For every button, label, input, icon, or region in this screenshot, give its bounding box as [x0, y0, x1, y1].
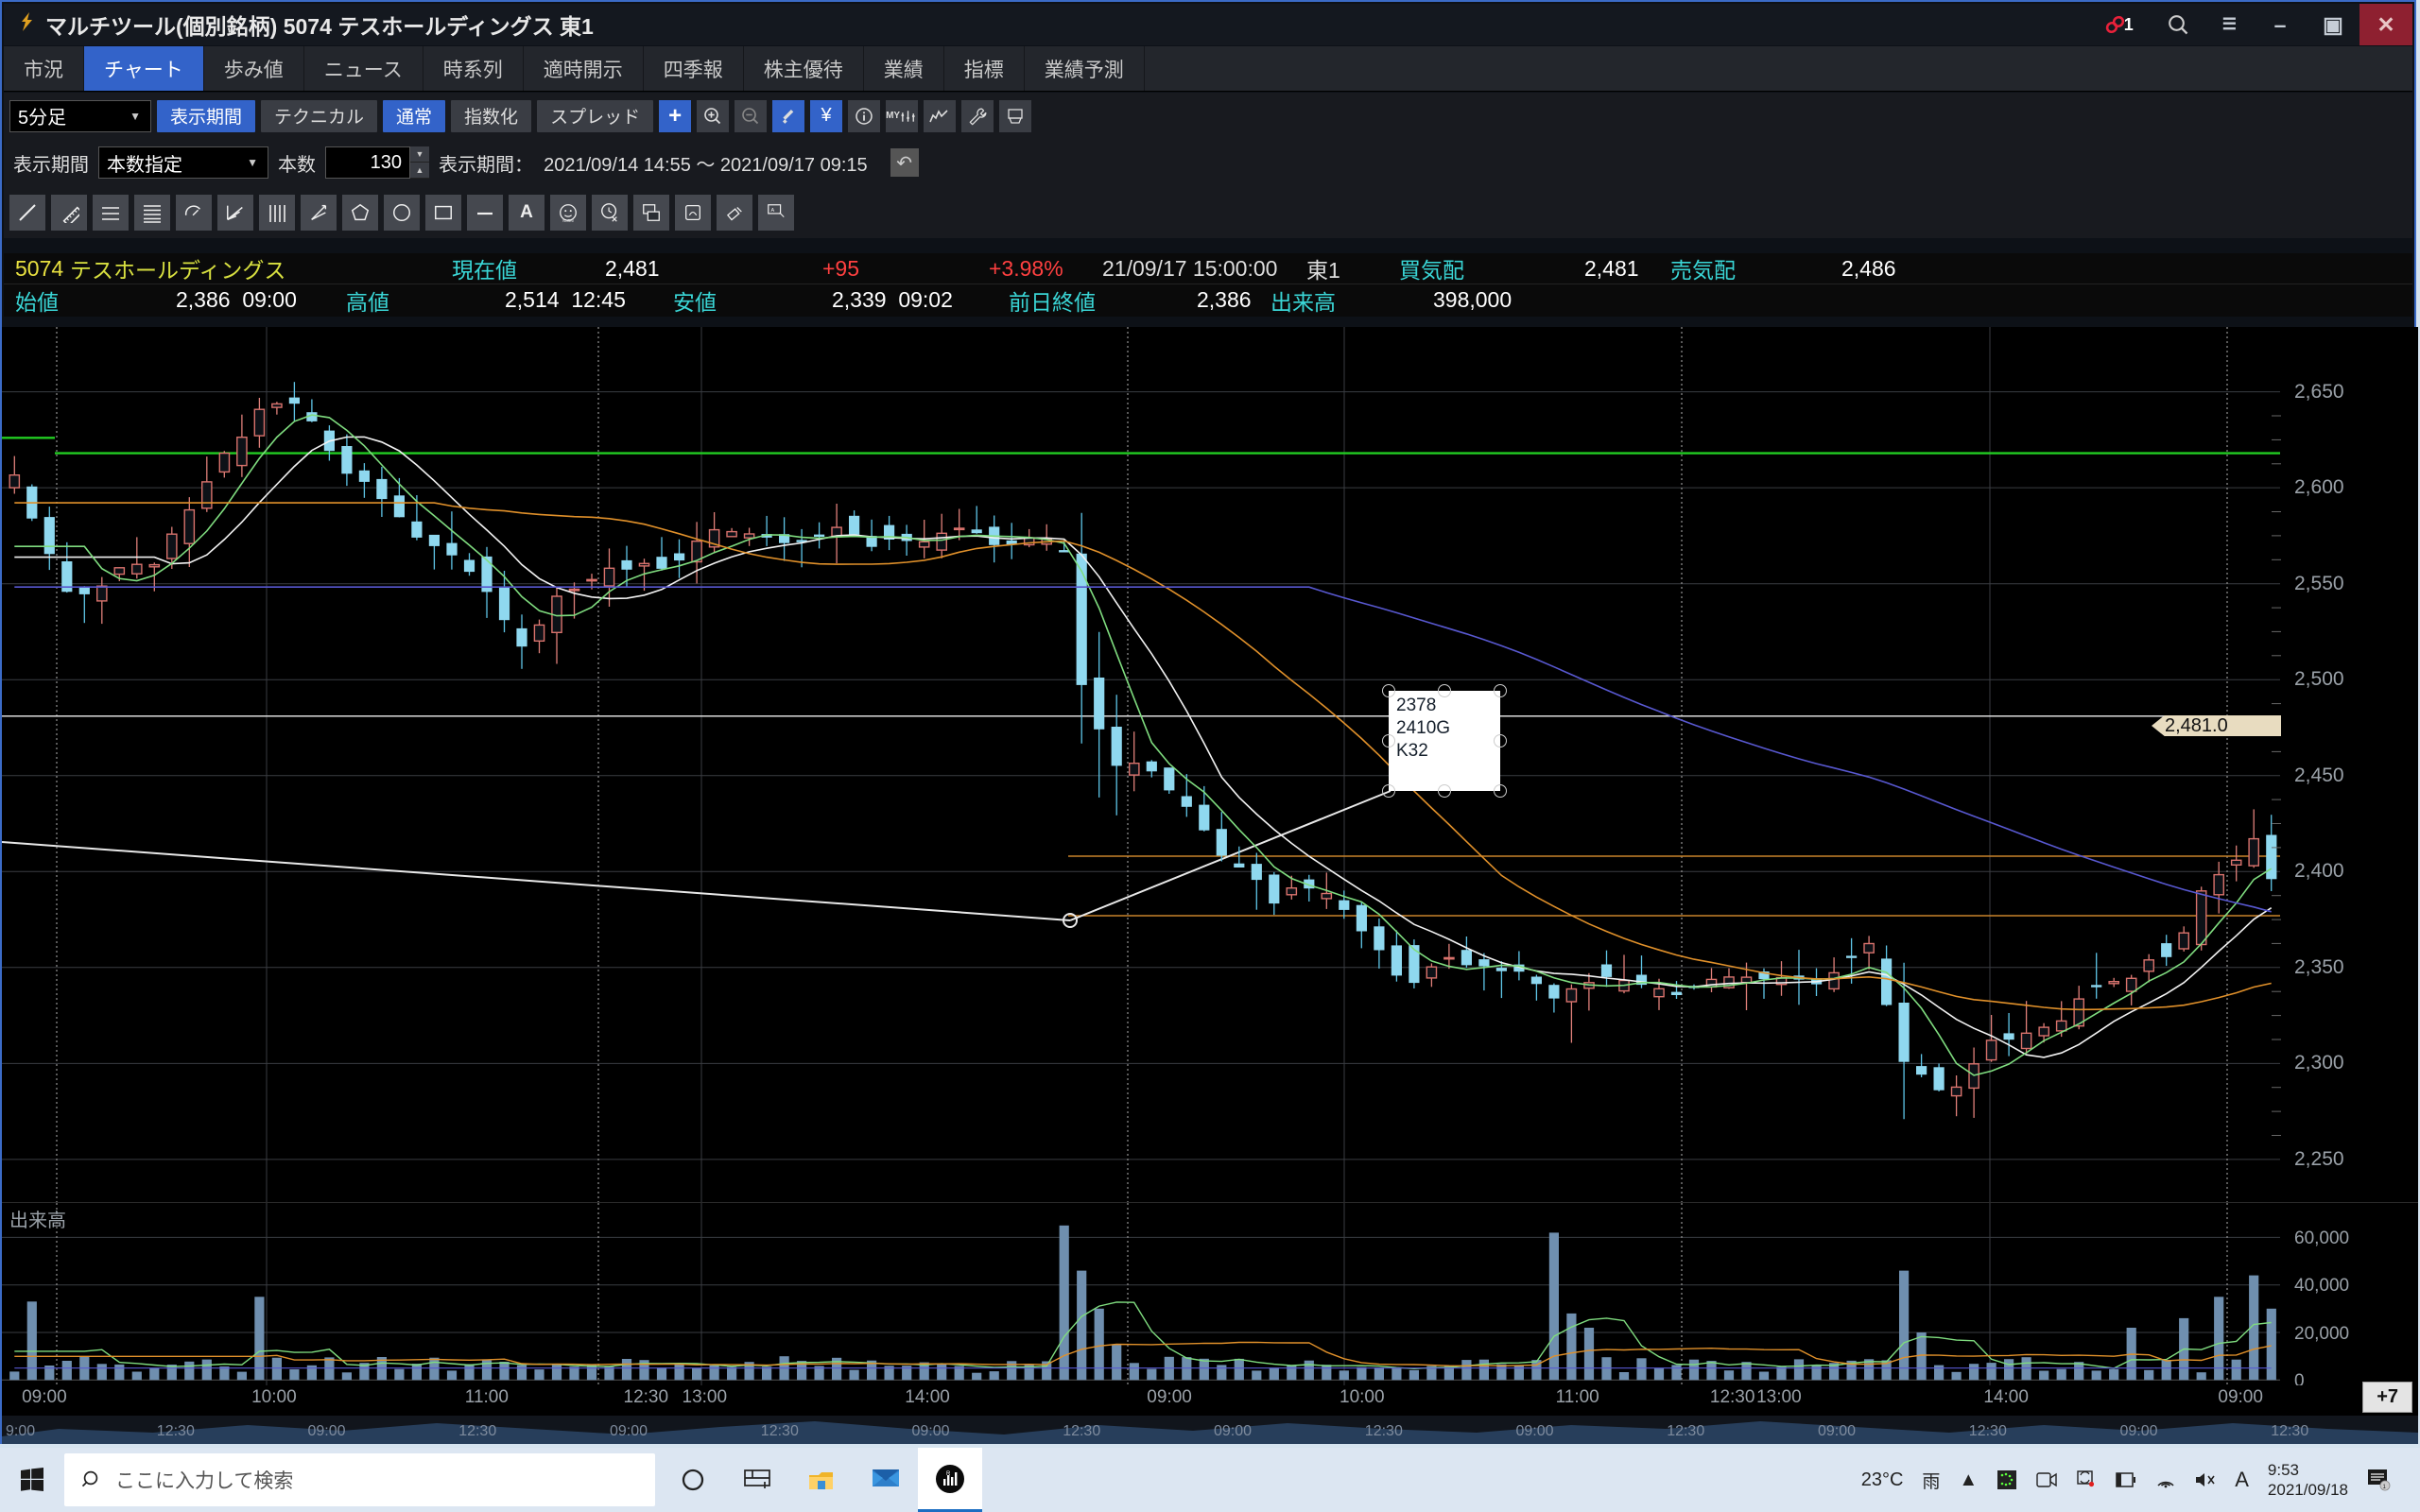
- svg-text:ICON: ICON: [562, 218, 573, 223]
- svg-text:A: A: [771, 208, 775, 214]
- svg-text:R: R: [946, 1471, 951, 1477]
